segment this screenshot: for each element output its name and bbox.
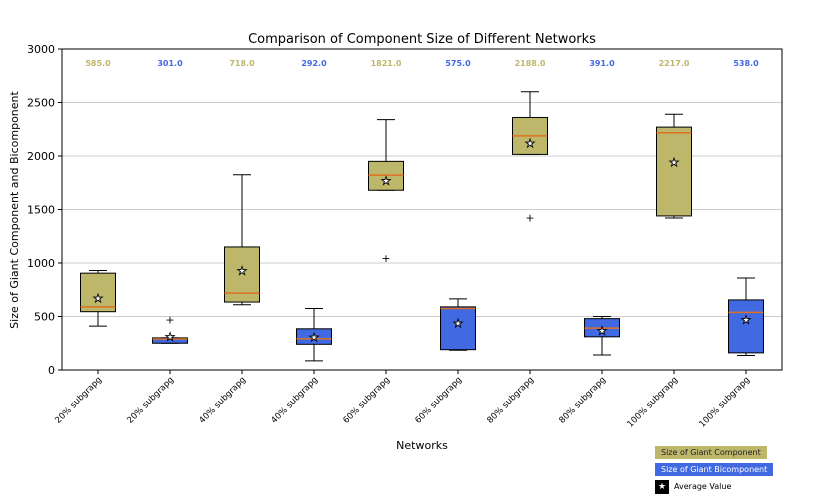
mean-marker: ★ <box>525 137 535 150</box>
x-tick-label: 60% subgrapg <box>341 375 392 426</box>
x-axis: 20% subgrapg 20% subgrapg 40% subgrapg 40% … <box>53 370 752 430</box>
legend-label-bicomponent: Size of Giant Bicomponent <box>655 463 774 476</box>
y-tick-label: 2000 <box>27 150 55 163</box>
flier-marker: + <box>381 252 390 265</box>
box-bicomponent-9: ★ 538.0 <box>728 59 764 357</box>
box-body <box>152 337 188 344</box>
y-tick-label: 1000 <box>27 257 55 270</box>
mean-marker: ★ <box>165 330 175 343</box>
box-giant-8: ★ 2217.0 <box>656 59 692 219</box>
x-tick-label: 80% subgrapg <box>485 375 536 426</box>
median-value-label: 538.0 <box>733 59 759 68</box>
x-tick-label: 100% subgrapg <box>698 375 753 430</box>
legend-item-giant: Size of Giant Component <box>655 445 773 460</box>
x-tick-label: 40% subgrapg <box>269 375 320 426</box>
box-bicomponent-5: ★ 575.0 <box>440 59 476 351</box>
legend-item-bicomponent: Size of Giant Bicomponent <box>655 462 774 477</box>
x-tick-label: 20% subgrapg <box>53 375 104 426</box>
box-giant-6: ★ +2188.0 <box>512 59 548 225</box>
median-value-label: 575.0 <box>445 59 471 68</box>
x-tick-label: 40% subgrapg <box>197 375 248 426</box>
mean-marker: ★ <box>93 292 103 305</box>
box-giant-4: ★ +1821.0 <box>368 59 404 265</box>
box-bicomponent-7: ★ 391.0 <box>584 59 620 356</box>
median-value-label: 718.0 <box>229 59 255 68</box>
median-value-label: 2188.0 <box>515 59 546 68</box>
median-value-label: 1821.0 <box>371 59 402 68</box>
chart-title: Comparison of Component Size of Differen… <box>248 32 596 47</box>
mean-marker: ★ <box>237 264 247 277</box>
mean-marker: ★ <box>309 331 319 344</box>
legend-label-average: Average Value <box>674 482 732 491</box>
box-body <box>80 272 116 313</box>
y-tick-label: 0 <box>48 364 55 377</box>
x-tick-label: 20% subgrapg <box>125 375 176 426</box>
x-tick-label: 60% subgrapg <box>413 375 464 426</box>
x-axis-label: Networks <box>396 439 448 452</box>
mean-marker: ★ <box>669 156 679 169</box>
median-value-label: 2217.0 <box>659 59 690 68</box>
mean-marker: ★ <box>453 317 463 330</box>
boxes: ★585.0★+301.0★718.0★292.0★+1821.0★575.0★… <box>80 59 764 362</box>
legend: Size of Giant Component Size of Giant Bi… <box>655 445 774 496</box>
box-giant-0: ★ 585.0 <box>80 59 116 327</box>
x-tick-label: 80% subgrapg <box>557 375 608 426</box>
y-tick-label: 3000 <box>27 43 55 56</box>
star-icon: ★ <box>655 479 669 494</box>
box-bicomponent-1: ★ +301.0 <box>152 59 188 344</box>
box-bicomponent-3: ★ 292.0 <box>296 59 332 362</box>
mean-marker: ★ <box>597 324 607 337</box>
x-tick-label: 100% subgrapg <box>626 375 681 430</box>
flier-marker: + <box>165 314 174 327</box>
legend-item-average: ★ Average Value <box>655 479 773 494</box>
box-body <box>656 126 692 217</box>
mean-marker: ★ <box>381 175 391 188</box>
flier-marker: + <box>525 212 534 225</box>
y-tick-label: 500 <box>34 311 55 324</box>
median-value-label: 585.0 <box>85 59 111 68</box>
box-body <box>728 299 764 354</box>
plot-frame <box>61 48 783 371</box>
mean-marker: ★ <box>741 314 751 327</box>
y-tick-label: 1500 <box>27 204 55 217</box>
median-value-label: 301.0 <box>157 59 183 68</box>
median-value-label: 292.0 <box>301 59 327 68</box>
box-giant-2: ★ 718.0 <box>224 59 260 306</box>
legend-label-giant: Size of Giant Component <box>655 446 767 459</box>
median-value-label: 391.0 <box>589 59 615 68</box>
y-axis: 0 500 1000 1500 2000 2500 3000 <box>27 43 62 377</box>
y-tick-label: 2500 <box>27 97 55 110</box>
y-axis-label: Size of Giant Component and Bicomponent <box>8 90 21 328</box>
box-body <box>296 328 332 345</box>
box-body <box>440 306 476 351</box>
